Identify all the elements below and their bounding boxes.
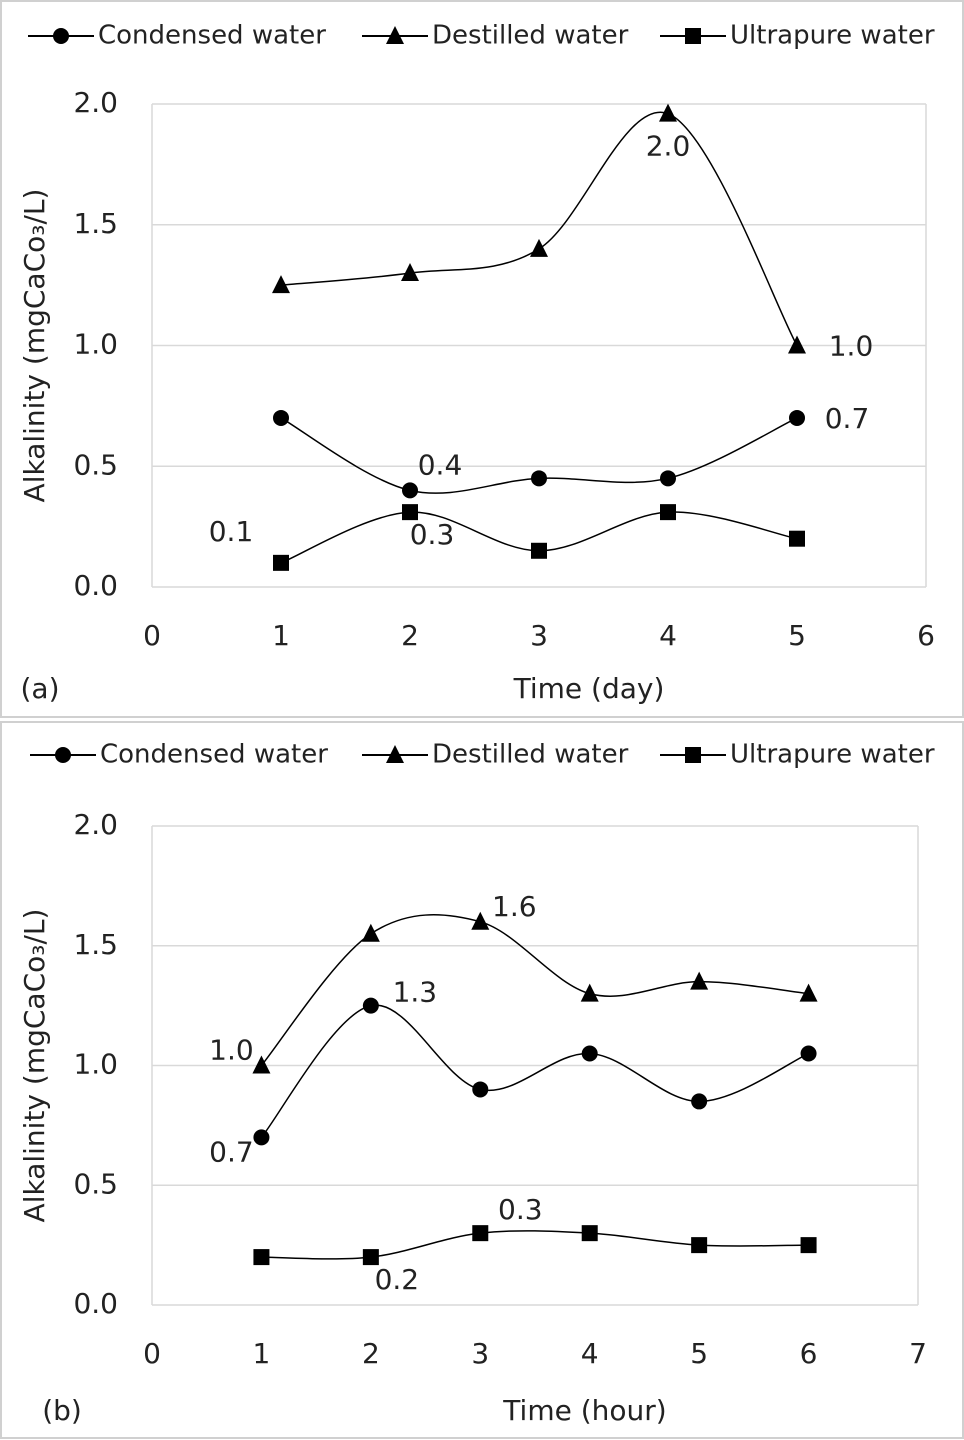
x-tick-label: 3 (471, 1337, 489, 1370)
x-axis-title: Time (hour) (502, 1394, 666, 1427)
legend-marker (386, 26, 404, 44)
marker (691, 1237, 708, 1254)
panel-border (0, 721, 964, 1439)
y-tick-label: 1.5 (73, 207, 118, 240)
series-line (261, 1230, 809, 1260)
marker (273, 554, 289, 571)
marker (471, 911, 490, 930)
data-label: 2.0 (646, 130, 691, 163)
data-label: 0.3 (410, 518, 455, 551)
legend-label: Condensed water (100, 740, 328, 770)
legend-marker (685, 747, 701, 763)
x-tick-label: 6 (800, 1337, 818, 1370)
legend-marker (53, 28, 69, 44)
legend-label: Condensed water (98, 21, 326, 51)
marker (361, 923, 380, 942)
data-label: 0.4 (418, 448, 463, 481)
data-label: 1.3 (393, 976, 438, 1009)
marker (690, 971, 709, 990)
y-tick-label: 1.0 (73, 328, 118, 361)
data-label: 0.3 (498, 1193, 543, 1226)
marker (531, 470, 547, 487)
data-label: 1.0 (829, 330, 874, 363)
x-tick-label: 4 (659, 619, 677, 652)
y-tick-label: 1.5 (73, 928, 118, 961)
legend-label: Destilled water (432, 740, 629, 770)
marker (581, 1225, 598, 1242)
data-label: 0.7 (825, 402, 870, 435)
panel-border (0, 0, 964, 718)
data-label: 0.2 (375, 1263, 420, 1296)
marker (252, 1055, 271, 1074)
marker (531, 542, 547, 559)
marker (402, 482, 418, 499)
legend-label: Ultrapure water (730, 740, 935, 770)
data-label: 0.1 (209, 515, 254, 548)
x-axis-title: Time (day) (513, 672, 665, 705)
y-tick-label: 0.5 (73, 1167, 118, 1200)
x-tick-label: 2 (401, 619, 419, 652)
legend-marker (55, 747, 71, 763)
marker (691, 1093, 708, 1110)
y-tick-label: 0.0 (73, 1287, 118, 1320)
data-label: 1.0 (209, 1034, 254, 1067)
marker (660, 470, 676, 487)
x-tick-label: 2 (362, 1337, 380, 1370)
marker (789, 530, 805, 547)
series-line (260, 1004, 809, 1138)
marker (530, 238, 548, 257)
panel-label: (a) (20, 672, 59, 705)
marker (253, 1249, 270, 1266)
y-axis-title: Alkalinity (mgCaCo₃/L) (18, 909, 51, 1223)
y-tick-label: 0.5 (73, 448, 118, 481)
marker (800, 1237, 817, 1254)
legend-marker (685, 28, 701, 44)
legend-label: Destilled water (432, 21, 629, 51)
marker (401, 263, 419, 282)
marker (788, 335, 806, 354)
marker (799, 983, 818, 1002)
marker (362, 997, 379, 1014)
marker (272, 275, 290, 294)
marker (580, 983, 599, 1002)
y-tick-label: 2.0 (73, 808, 118, 841)
marker (273, 409, 289, 426)
legend-marker (386, 745, 404, 763)
x-tick-label: 3 (530, 619, 548, 652)
data-label: 0.7 (209, 1135, 254, 1168)
marker (789, 409, 805, 426)
x-tick-label: 0 (143, 1337, 161, 1370)
x-tick-label: 1 (272, 619, 290, 652)
x-tick-label: 4 (581, 1337, 599, 1370)
y-tick-label: 1.0 (73, 1048, 118, 1081)
y-axis-title: Alkalinity (mgCaCo₃/L) (18, 189, 51, 503)
y-tick-label: 2.0 (73, 86, 118, 119)
marker (660, 504, 676, 521)
series-line (280, 111, 798, 346)
x-tick-label: 5 (788, 619, 806, 652)
marker (581, 1045, 598, 1062)
marker (659, 103, 677, 122)
x-tick-label: 7 (909, 1337, 927, 1370)
x-tick-label: 0 (143, 619, 161, 652)
series-line (260, 914, 809, 1066)
legend-label: Ultrapure water (730, 21, 935, 51)
marker (472, 1081, 489, 1098)
marker (362, 1249, 379, 1266)
y-tick-label: 0.0 (73, 569, 118, 602)
x-tick-label: 5 (690, 1337, 708, 1370)
marker (800, 1045, 817, 1062)
marker (472, 1225, 489, 1242)
data-label: 1.6 (492, 890, 537, 923)
x-tick-label: 6 (917, 619, 935, 652)
panel-label: (b) (42, 1394, 82, 1427)
x-tick-label: 1 (253, 1337, 271, 1370)
marker (402, 504, 418, 521)
marker (253, 1129, 270, 1146)
